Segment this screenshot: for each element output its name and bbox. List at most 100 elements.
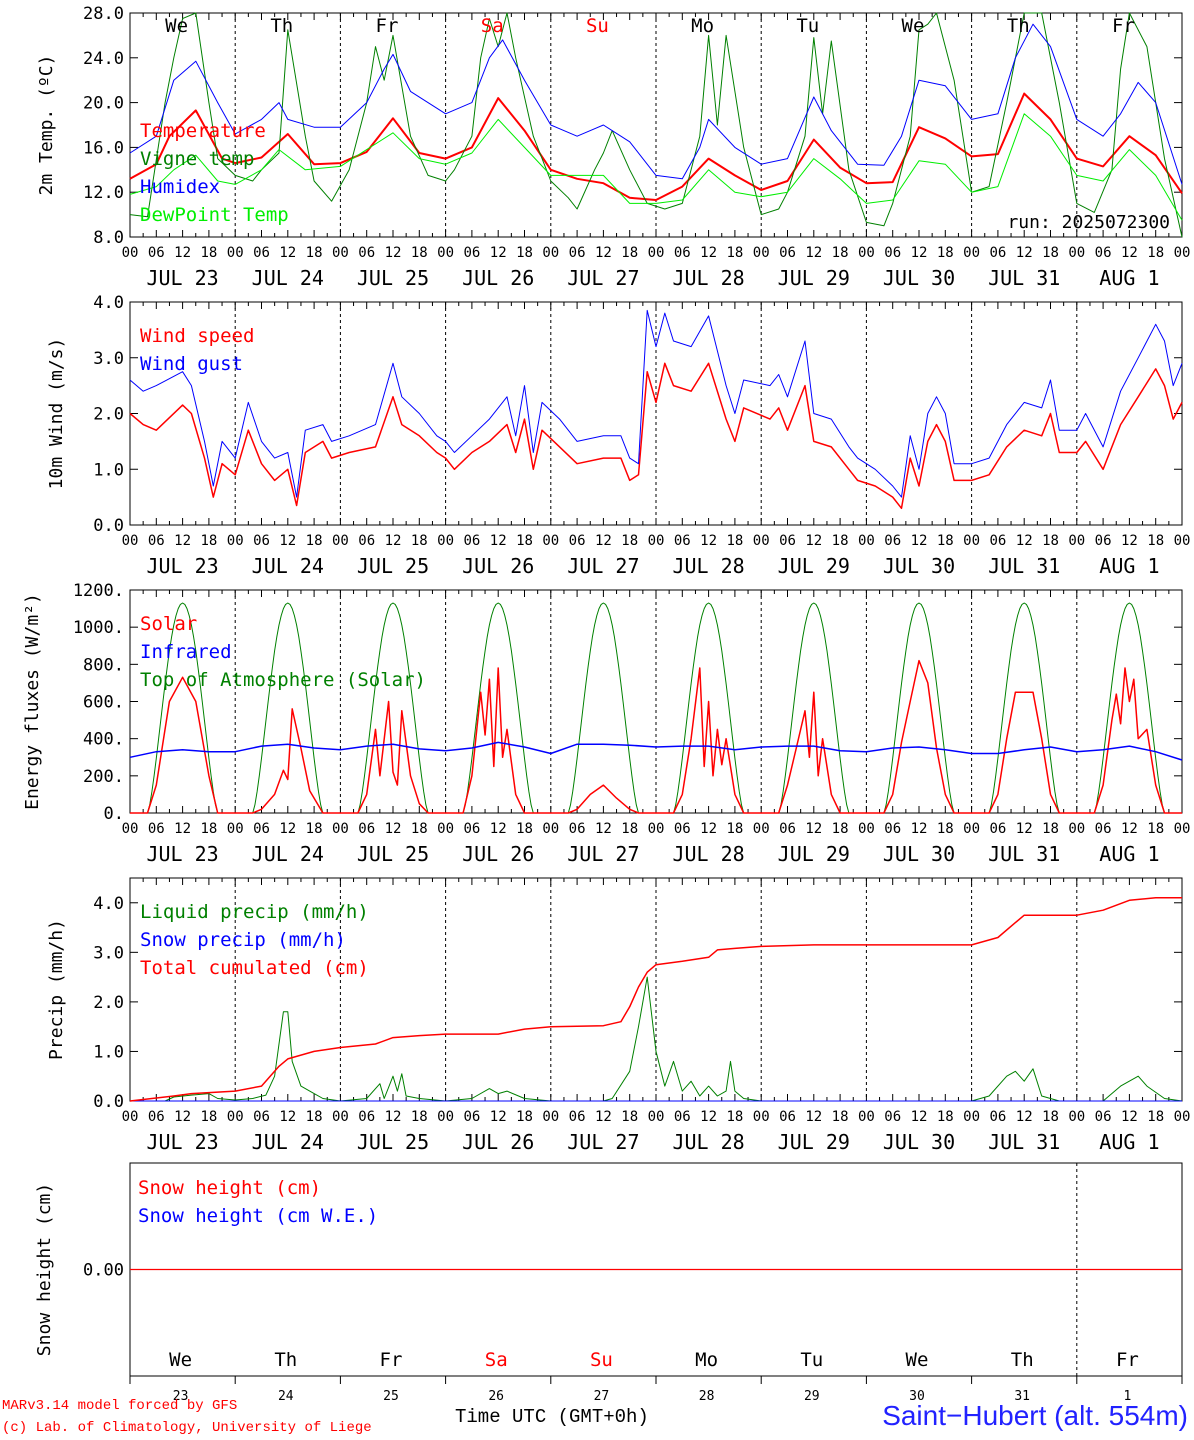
x-tick-label: 00 [542,245,559,261]
x-tick-label: 00 [227,1109,244,1125]
x-tick-label: 00 [122,821,139,837]
x-tick-label: 18 [306,821,323,837]
y-tick-label: 4.0 [93,293,124,313]
x-tick-label: 06 [1095,533,1112,549]
weekday-label: Sa [481,15,504,37]
x-tick-label: 06 [358,1109,375,1125]
y-tick-label: 600. [83,693,124,713]
x-tick-label: 06 [253,821,270,837]
toa-solar-line [988,602,1060,814]
x-tick-label: 00 [437,821,454,837]
x-tick-label: 18 [726,821,743,837]
x-tick-label: 06 [253,533,270,549]
x-tick-label: 18 [306,245,323,261]
x-tick-label: 06 [148,533,165,549]
x-tick-label: 06 [569,533,586,549]
date-label: JUL 23 [146,554,218,578]
date-label: JUL 25 [357,842,429,866]
x-tick-label: 18 [1042,245,1059,261]
y-tick-label: 400. [83,730,124,750]
y-axis-label: Energy fluxes (W/m²) [22,593,43,810]
x-tick-label: 12 [805,533,822,549]
x-tick-label: 18 [200,533,217,549]
x-tick-label: 12 [174,821,191,837]
date-label: JUL 31 [988,1130,1060,1154]
x-tick-label: 06 [148,821,165,837]
x-tick-label: 00 [227,821,244,837]
x-tick-label: 12 [700,821,717,837]
y-tick-label: 0.0 [93,516,124,536]
date-label: AUG 1 [1099,554,1159,578]
x-tick-label: 12 [385,533,402,549]
toa-solar-line [778,602,850,814]
weekday-label: Fr [1112,15,1135,37]
x-tick-label: 18 [1042,1109,1059,1125]
x-tick-label: 18 [200,245,217,261]
dewpoint-temp-line [129,113,1183,221]
x-tick-label: 18 [621,245,638,261]
y-tick-label: 20.0 [83,94,124,114]
y-tick-label: 24.0 [83,49,124,69]
x-tick-label: 06 [358,821,375,837]
x-tick-label: 06 [674,821,691,837]
x-tick-label: 18 [411,245,428,261]
x-tick-label: 00 [437,1109,454,1125]
x-tick-label: 00 [1068,1109,1085,1125]
x-tick-label: 18 [832,821,849,837]
x-tick-label: 18 [411,1109,428,1125]
legend-entry: Snow height (cm) [138,1177,321,1199]
x-tick-label: 18 [516,245,533,261]
x-tick-label: 18 [621,533,638,549]
x-tick-label: 00 [648,533,665,549]
x-tick-label: 12 [595,533,612,549]
weekday-label: We [906,1349,929,1371]
x-tick-label: 00 [963,245,980,261]
x-tick-label: 06 [674,1109,691,1125]
x-tick-label: 18 [516,533,533,549]
x-tick-label: 18 [621,821,638,837]
x-tick-label: 00 [753,533,770,549]
x-tick-label: 00 [963,821,980,837]
x-tick-label: 12 [595,245,612,261]
x-tick-label: 06 [989,533,1006,549]
date-label: JUL 25 [357,554,429,578]
y-tick-label: 28.0 [83,4,124,24]
x-tick-label: 00 [1068,821,1085,837]
weekday-label: Th [270,15,293,37]
x-tick-label: 12 [279,821,296,837]
date-label: JUL 30 [883,554,955,578]
x-tick-label: 00 [542,533,559,549]
x-tick-label: 06 [358,533,375,549]
date-label: JUL 31 [988,266,1060,290]
weekday-label: Sa [485,1349,508,1371]
weekday-label: Su [586,15,609,37]
date-label: JUL 23 [146,842,218,866]
x-tick-label: 12 [805,821,822,837]
legend-entry: Top of Atmosphere (Solar) [140,669,426,691]
x-tick-label: 00 [753,245,770,261]
weekday-label: Tu [800,1349,823,1371]
date-label: JUL 28 [672,266,744,290]
x-tick-label: 18 [516,1109,533,1125]
x-tick-label: 06 [674,533,691,549]
chart-panel-temperature: 8.0 12.0 16.0 20.0 24.0 28.0 2m Temp. (ºC) 00 06… [36,4,1190,290]
y-tick-label: 3.0 [93,349,124,369]
wind-gust-line [129,309,1183,498]
y-axis-label: Snow height (cm) [34,1183,55,1356]
day-number-label: 24 [278,1389,294,1404]
x-tick-label: 00 [858,1109,875,1125]
day-number-label: 1 [1123,1389,1131,1404]
x-tick-label: 06 [253,245,270,261]
date-label: AUG 1 [1099,842,1159,866]
x-tick-label: 00 [332,533,349,549]
x-tick-label: 12 [1016,245,1033,261]
x-tick-label: 06 [148,1109,165,1125]
y-tick-label: 800. [83,655,124,675]
x-tick-label: 18 [411,533,428,549]
x-tick-label: 18 [1042,821,1059,837]
x-tick-label: 00 [332,821,349,837]
x-tick-label: 06 [569,1109,586,1125]
date-label: JUL 31 [988,554,1060,578]
y-tick-label: 0. [104,804,124,824]
